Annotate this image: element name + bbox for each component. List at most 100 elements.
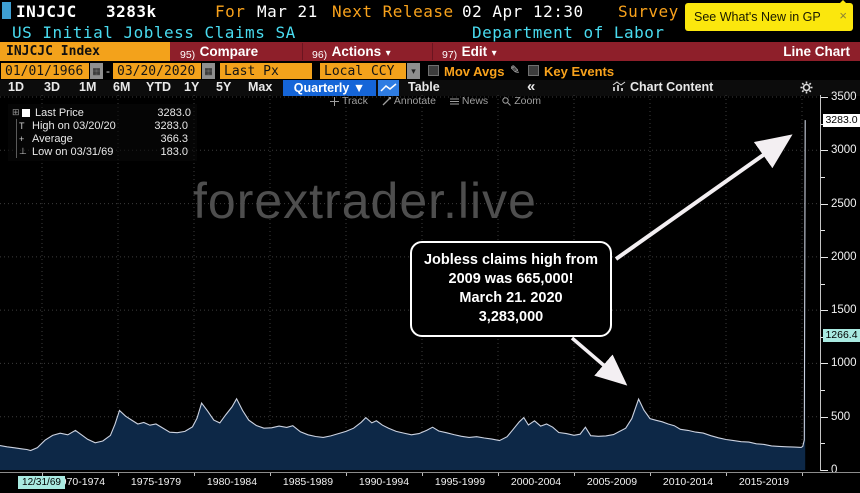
news-icon <box>449 98 459 104</box>
news-tool[interactable]: News <box>449 95 489 107</box>
tab-range-3d[interactable]: 3D <box>44 80 60 94</box>
y-axis-tick <box>821 363 828 365</box>
tab-range-1d[interactable]: 1D <box>8 80 24 94</box>
header-row-2: US Initial Jobless Claims SA Department … <box>0 21 860 42</box>
track-tool[interactable]: Track <box>330 95 368 107</box>
date-to-field[interactable]: 03/20/2020 <box>113 63 201 79</box>
menu-actions[interactable]: 96) Actions ▾ <box>312 42 391 61</box>
table-button[interactable]: Table <box>408 80 440 94</box>
annotation-line: Jobless claims high from <box>423 252 599 268</box>
close-icon[interactable]: × <box>839 8 847 23</box>
tab-range-6m[interactable]: 6M <box>113 80 131 94</box>
y-axis-tick-label: 1000 <box>831 357 857 370</box>
x-axis-tick <box>574 473 575 476</box>
menu-bar: INJCJC Index 95) Compare 96) Actions ▾ 9… <box>0 42 860 61</box>
price-axis-label: 1266.4 <box>823 328 860 342</box>
y-axis-tick-label: 0 <box>831 464 838 476</box>
x-axis-tick-label: 1990-1994 <box>358 476 410 488</box>
annotate-label: Annotate <box>393 95 436 107</box>
annotation-callout: Jobless claims high from 2009 was 665,00… <box>410 241 612 337</box>
tab-range-1y[interactable]: 1Y <box>184 80 200 94</box>
ticker-value: 3283k <box>106 2 157 21</box>
calendar-icon[interactable]: ▦ <box>202 63 215 79</box>
x-axis-tick <box>650 473 651 476</box>
y-axis-tick <box>821 390 825 392</box>
tab-range-1m[interactable]: 1M <box>79 80 97 94</box>
x-axis-tick <box>270 473 271 476</box>
whats-new-text: See What's New in GP <box>694 10 821 24</box>
period-dropdown[interactable]: Quarterly ▼ <box>283 80 376 96</box>
y-axis-tick-label: 500 <box>831 410 851 423</box>
price-type-field[interactable]: Last Px <box>220 63 312 79</box>
chart-content-label: Chart Content <box>630 80 714 94</box>
y-axis-tick <box>821 150 828 152</box>
pencil-icon[interactable]: ✎ <box>510 63 521 77</box>
chevron-down-icon[interactable]: ▾ <box>407 63 420 79</box>
x-axis-tick-label: 1980-1984 <box>206 476 258 488</box>
y-axis: 0 500 1000 1500 2000 2500 3000 3500 3283.0 1266.4 <box>820 91 860 476</box>
calendar-icon[interactable]: ▦ <box>90 63 103 79</box>
next-release-label: Next Release <box>332 2 454 21</box>
crosshair-icon <box>330 96 339 106</box>
header-row-1: INJCJC 3283k For Mar 21 Next Release 02 … <box>0 0 860 21</box>
menu-compare-number: 95) <box>180 49 196 61</box>
y-axis-tick <box>821 443 825 445</box>
y-axis-tick <box>821 230 825 232</box>
survey-label: Survey <box>618 2 679 21</box>
x-axis-tick <box>726 473 727 476</box>
chart-type-label: Line Chart <box>783 44 850 59</box>
x-axis-tick <box>422 473 423 476</box>
y-axis-tick <box>821 416 828 418</box>
for-label: For <box>215 2 246 21</box>
chart-content-button[interactable]: Chart Content <box>612 80 713 94</box>
legend-row-low: ⊥ Low on 03/31/69 183.0 <box>19 145 191 158</box>
x-axis: 12/31/69 1970-1974 1975-1979 1980-1984 1985… <box>0 472 860 493</box>
annotate-icon <box>382 96 391 105</box>
legend-value: 3283.0 <box>154 119 188 132</box>
gear-icon[interactable] <box>800 81 813 99</box>
currency-field[interactable]: Local CCY <box>320 63 406 79</box>
menu-edit-number: 97) <box>442 49 458 61</box>
y-axis-tick-label: 1500 <box>831 304 857 317</box>
for-date: Mar 21 <box>257 2 318 21</box>
series-area <box>0 120 806 470</box>
x-axis-tick <box>194 473 195 476</box>
tab-range-ytd[interactable]: YTD <box>146 80 171 94</box>
menu-compare[interactable]: 95) Compare <box>180 42 258 61</box>
next-release-value: 02 Apr 12:30 <box>462 2 584 21</box>
line-chart-icon[interactable] <box>378 80 399 96</box>
news-label: News <box>461 95 489 107</box>
security-field[interactable]: INJCJC Index <box>0 42 170 61</box>
security-flag <box>2 2 11 19</box>
y-axis-tick-label: 3500 <box>831 91 857 103</box>
tab-range-max[interactable]: Max <box>248 80 273 94</box>
menu-actions-number: 96) <box>312 49 328 61</box>
annotate-tool[interactable]: Annotate <box>382 95 436 107</box>
menu-divider <box>432 43 433 60</box>
legend-row-last-price: ⊞ Last Price 3283.0 <box>12 106 191 119</box>
x-axis-tick <box>118 473 119 476</box>
x-axis-tick <box>42 473 43 476</box>
zoom-label: Zoom <box>514 95 542 107</box>
legend-row-average: + Average 366.3 <box>19 132 191 145</box>
menu-edit[interactable]: 97) Edit ▾ <box>442 42 497 61</box>
mov-avgs-checkbox[interactable] <box>428 65 439 76</box>
x-axis-tick-label: 2005-2009 <box>586 476 638 488</box>
mov-avgs-label: Mov Avgs <box>444 64 505 79</box>
collapse-icon[interactable]: « <box>527 78 536 95</box>
key-events-checkbox[interactable] <box>528 65 539 76</box>
y-axis-tick <box>821 176 825 178</box>
chart-toolbar: 1D 3D 1M 6M YTD 1Y 5Y Max Quarterly ▼ Ta… <box>0 78 860 99</box>
y-axis-tick-label: 2500 <box>831 197 857 210</box>
date-from-field[interactable]: 01/01/1966 <box>1 63 89 79</box>
zoom-tool[interactable]: Zoom <box>502 95 541 107</box>
chart-legend[interactable]: ⊞ Last Price 3283.0 T High on 03/20/20 3… <box>8 104 197 161</box>
expand-icon[interactable]: ⊞ <box>12 107 20 117</box>
legend-value: 3283.0 <box>157 106 191 119</box>
tab-range-5y[interactable]: 5Y <box>216 80 232 94</box>
y-axis-tick <box>821 256 828 258</box>
average-marker-icon: + <box>19 133 25 144</box>
x-axis-tick-label: 1995-1999 <box>434 476 486 488</box>
whats-new-tooltip[interactable]: See What's New in GP × <box>685 3 853 31</box>
